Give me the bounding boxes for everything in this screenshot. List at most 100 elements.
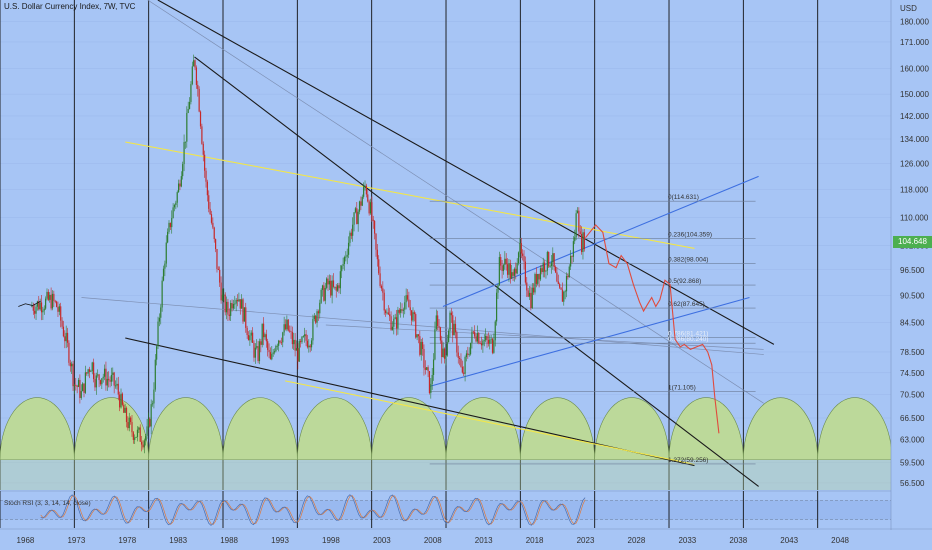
- candle-body: [79, 379, 81, 398]
- candle-body: [225, 301, 228, 313]
- candle-body: [82, 383, 84, 392]
- candle-body: [164, 263, 166, 269]
- time-tick-label: 2008: [424, 536, 442, 545]
- candle-body: [326, 278, 328, 288]
- time-tick-label: 2013: [475, 536, 493, 545]
- candle-body: [349, 232, 351, 243]
- time-tick-label: 1988: [220, 536, 238, 545]
- candle-body: [582, 232, 584, 253]
- candle-body: [188, 101, 191, 109]
- candle-body: [409, 307, 411, 311]
- candle-body: [53, 293, 55, 301]
- candle-body: [442, 348, 444, 358]
- candle-body: [217, 268, 219, 270]
- candle-body: [284, 324, 287, 330]
- candle-body: [246, 327, 248, 336]
- candle-body: [171, 218, 173, 228]
- candle-body: [374, 220, 376, 234]
- candle-body: [98, 374, 100, 381]
- candle-body: [301, 336, 303, 343]
- candle-body: [327, 278, 329, 285]
- trend-line-gray: [81, 297, 764, 355]
- time-tick-label: 2048: [831, 536, 849, 545]
- candle-body: [317, 311, 320, 314]
- candle-body: [504, 258, 506, 265]
- price-tick-label: 84.500: [900, 319, 925, 328]
- candle-body: [253, 342, 255, 358]
- candle-body: [291, 331, 293, 345]
- candle-body: [330, 280, 332, 296]
- candle-body: [282, 332, 284, 343]
- candle-body: [543, 262, 546, 272]
- candle-body: [304, 334, 306, 337]
- candle-body: [460, 358, 462, 367]
- candle-body: [72, 363, 74, 387]
- candle-body: [293, 339, 295, 345]
- candle-body: [117, 383, 119, 395]
- candle-body: [184, 141, 187, 143]
- candle-body: [513, 268, 516, 276]
- candle-body: [509, 263, 511, 279]
- candle-body: [305, 334, 307, 341]
- chart-title: U.S. Dollar Currency Index, 7W, TVC: [4, 2, 136, 11]
- candle-body: [149, 418, 151, 427]
- candle-body: [548, 251, 550, 267]
- candle-body: [397, 309, 399, 329]
- candle-body: [91, 362, 93, 372]
- candle-body: [524, 261, 526, 283]
- candle-body: [541, 268, 543, 273]
- candle-body: [114, 385, 117, 387]
- price-tick-label: 70.500: [900, 391, 925, 400]
- price-tick-label: 56.500: [900, 479, 925, 488]
- candle-body: [80, 391, 82, 398]
- candle-body: [356, 208, 358, 225]
- time-tick-label: 2028: [628, 536, 646, 545]
- candle-body: [502, 264, 505, 272]
- candle-body: [160, 307, 162, 318]
- candle-body: [204, 154, 206, 171]
- candle-body: [205, 170, 207, 182]
- time-axis[interactable]: 1968 1973 1978 1983 1988 1993 1998 2003 2008 2013…: [0, 528, 932, 545]
- candle-body: [88, 369, 91, 372]
- candle-body: [564, 291, 566, 293]
- candle-body: [453, 323, 455, 336]
- candle-body: [194, 60, 196, 68]
- candle-body: [264, 334, 266, 338]
- candle-body: [365, 185, 367, 195]
- candle-body: [262, 323, 265, 338]
- candle-body: [506, 264, 509, 275]
- candle-body: [119, 394, 121, 408]
- candle-body: [368, 201, 370, 214]
- candle-body: [58, 306, 60, 312]
- candle-body: [478, 333, 480, 344]
- candle-body: [408, 299, 410, 308]
- price-axis[interactable]: USD 180.000 171.000 160.000 150.000 142.000 13…: [890, 0, 932, 550]
- candle-body: [496, 292, 498, 322]
- candle-body: [306, 340, 309, 348]
- candle-body: [283, 324, 285, 333]
- candle-body: [554, 266, 557, 273]
- candle-body: [406, 295, 409, 300]
- price-tick-label: 78.500: [900, 348, 925, 357]
- candle-body: [576, 210, 579, 214]
- candle-body: [563, 291, 565, 302]
- candle-body: [64, 336, 66, 342]
- candle-body: [448, 330, 450, 343]
- candle-body: [83, 383, 85, 393]
- candle-body: [511, 272, 513, 279]
- candle-body: [319, 302, 321, 314]
- candle-body: [386, 312, 388, 314]
- candle-body: [401, 309, 403, 311]
- candle-body: [393, 318, 395, 327]
- candle-body: [258, 341, 261, 362]
- candle-body: [179, 183, 181, 187]
- candle-body: [432, 359, 435, 376]
- candle-body: [235, 299, 237, 304]
- candle-body: [475, 336, 477, 342]
- candle-body: [287, 319, 289, 331]
- fib-level-label: 0(114.631): [668, 194, 699, 201]
- candle-body: [483, 340, 485, 342]
- candle-body: [579, 231, 581, 234]
- candle-body: [486, 335, 488, 340]
